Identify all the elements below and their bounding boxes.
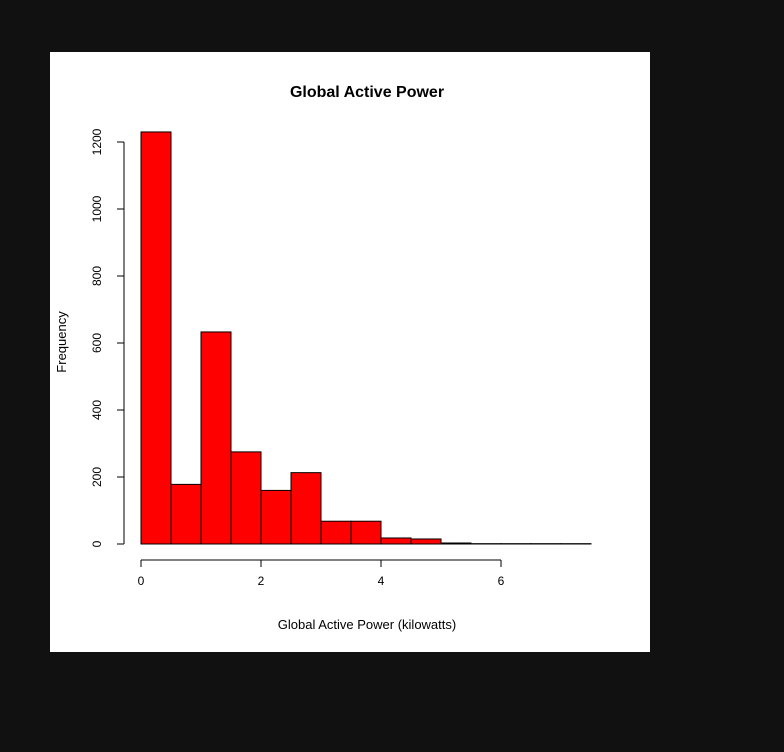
- x-tick-label: 2: [258, 574, 265, 588]
- histogram-bar: [260, 489, 292, 545]
- y-axis: 0 200 400 600 800 1000 1200: [90, 128, 125, 547]
- histogram-bar: [170, 483, 202, 545]
- y-tick-label: 200: [90, 467, 104, 487]
- histogram-bar: [230, 451, 262, 545]
- histogram-bar: [200, 331, 232, 545]
- chart-title: Global Active Power: [290, 84, 444, 101]
- histogram-chart: Global Active Power 0 2 4 6 0 200 400 600 800 10…: [54, 84, 592, 632]
- histogram-bar: [380, 537, 412, 545]
- x-tick-label: 0: [138, 574, 145, 588]
- histogram-bar: [290, 472, 322, 545]
- y-tick-label: 400: [90, 400, 104, 420]
- x-axis: 0 2 4 6: [138, 559, 505, 588]
- x-tick-label: 4: [378, 574, 385, 588]
- plot-area: Global Active Power 0 2 4 6 0 200 400 600 800 10…: [50, 52, 650, 652]
- histogram-bar: [320, 520, 352, 545]
- x-tick-label: 6: [498, 574, 505, 588]
- x-axis-label: Global Active Power (kilowatts): [278, 617, 456, 632]
- bars-group: [140, 131, 592, 545]
- histogram-bar: [410, 538, 442, 545]
- y-tick-label: 0: [90, 540, 104, 547]
- y-tick-label: 1000: [90, 195, 104, 222]
- y-tick-label: 600: [90, 333, 104, 353]
- histogram-bar: [350, 520, 382, 545]
- histogram-bar: [140, 131, 172, 545]
- y-axis-label: Frequency: [54, 311, 69, 373]
- y-tick-label: 1200: [90, 128, 104, 155]
- y-tick-label: 800: [90, 266, 104, 286]
